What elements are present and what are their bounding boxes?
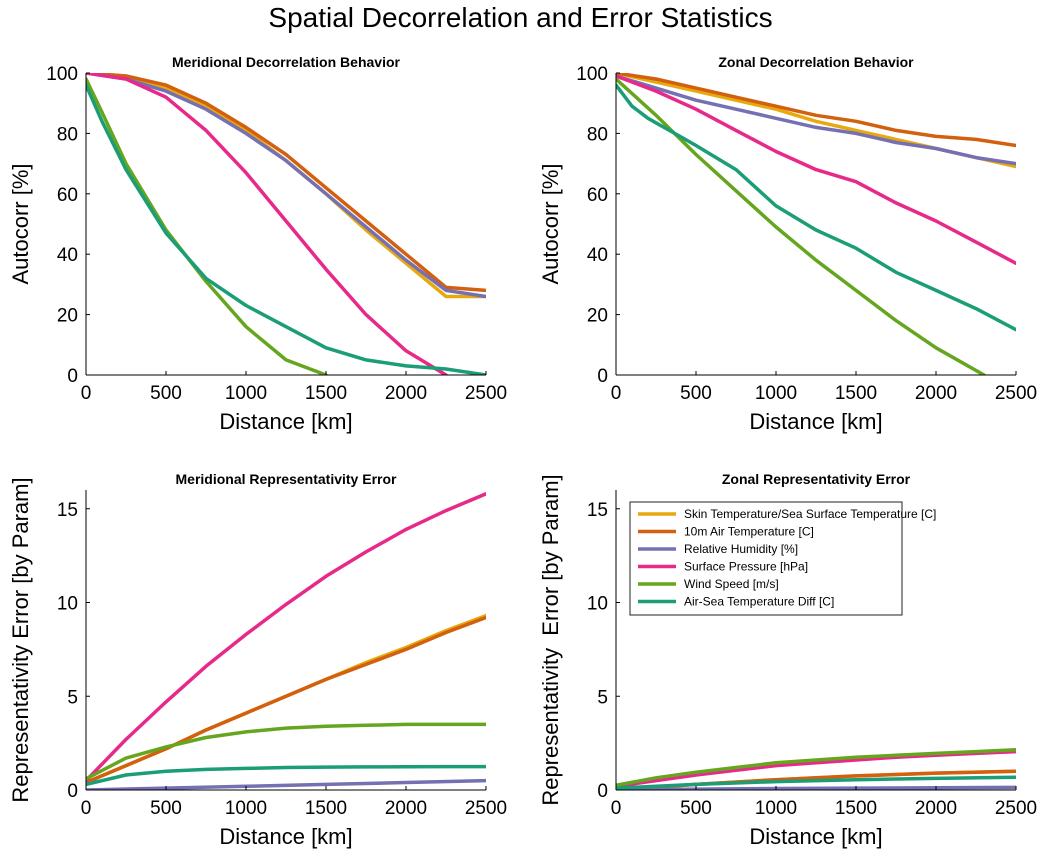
y-tick-label: 60 — [57, 185, 78, 206]
series-line-3 — [86, 778, 486, 790]
y-tick-label: 100 — [576, 64, 608, 85]
x-tick-label: 0 — [611, 383, 622, 404]
x-tick-label: 1000 — [225, 383, 267, 404]
chart-panel-1: 0 500 1000 1500 2000 2500 0 20 40 60 80 100 Meridion… — [8, 54, 507, 434]
y-tick-label: 5 — [597, 687, 608, 708]
x-axis-label: Distance [km] — [219, 824, 352, 849]
series-line-4 — [86, 492, 486, 783]
series-line-2 — [86, 73, 486, 293]
y-axis-label: Representativity Error [by Param] — [8, 477, 33, 802]
legend-entry: Skin Temperature/Sea Surface Temperature… — [684, 507, 936, 521]
y-tick-label: 10 — [57, 594, 78, 615]
y-tick-label: 0 — [597, 781, 608, 802]
y-tick-label: 80 — [587, 124, 608, 145]
series-line-4 — [616, 749, 1016, 789]
x-tick-label: 500 — [680, 798, 712, 819]
x-tick-label: 500 — [150, 383, 182, 404]
y-tick-label: 20 — [57, 306, 78, 327]
series-group — [616, 73, 1016, 375]
y-tick-label: 10 — [587, 594, 608, 615]
legend-entry: Surface Pressure [hPa] — [684, 560, 808, 574]
x-tick-label: 1500 — [305, 383, 347, 404]
series-group — [86, 492, 486, 790]
x-tick-label: 1000 — [755, 798, 797, 819]
y-axis-label: Representativity Error [by Param] — [538, 474, 563, 805]
x-tick-label: 2500 — [995, 798, 1037, 819]
series-line-6 — [616, 83, 1016, 332]
series-line-2 — [616, 73, 1016, 148]
chart-panel-4: 0 500 1000 1500 2000 2500 0 5 10 15 Zonal Represen… — [538, 471, 1037, 849]
y-tick-label: 0 — [67, 366, 78, 387]
x-axis-label: Distance [km] — [749, 409, 882, 434]
series-group — [86, 73, 486, 375]
y-tick-label: 60 — [587, 185, 608, 206]
x-tick-label: 2000 — [915, 383, 957, 404]
series-line-4 — [616, 74, 1016, 266]
series-line-5 — [616, 747, 1016, 788]
x-axis-label: Distance [km] — [749, 824, 882, 849]
y-tick-label: 40 — [57, 245, 78, 266]
x-tick-label: 2500 — [995, 383, 1037, 404]
series-line-2 — [86, 615, 486, 785]
x-tick-label: 1500 — [305, 798, 347, 819]
y-tick-label: 80 — [57, 124, 78, 145]
series-line-6 — [86, 83, 486, 375]
chart-panel-3: 0 500 1000 1500 2000 2500 0 5 10 15 Meridional Rep… — [8, 471, 507, 849]
x-tick-label: 2000 — [385, 383, 427, 404]
x-tick-label: 2000 — [915, 798, 957, 819]
x-tick-label: 0 — [611, 798, 622, 819]
x-tick-label: 1500 — [835, 383, 877, 404]
series-line-3 — [86, 73, 486, 299]
x-tick-label: 1000 — [225, 798, 267, 819]
series-line-4 — [86, 73, 448, 375]
panel-title: Meridional Decorrelation Behavior — [172, 54, 400, 70]
x-tick-label: 1000 — [755, 383, 797, 404]
x-tick-label: 0 — [81, 383, 92, 404]
legend-entry: Wind Speed [m/s] — [684, 577, 779, 591]
legend-entry: Relative Humidity [%] — [684, 542, 798, 556]
x-tick-label: 0 — [81, 798, 92, 819]
y-tick-label: 15 — [57, 500, 78, 521]
legend-box — [629, 501, 903, 616]
figure-title: Spatial Decorrelation and Error Statisti… — [268, 2, 773, 33]
y-tick-label: 0 — [67, 781, 78, 802]
panel-title: Zonal Decorrelation Behavior — [718, 54, 914, 70]
y-tick-label: 5 — [67, 687, 78, 708]
x-tick-label: 2500 — [465, 798, 507, 819]
y-tick-label: 0 — [597, 366, 608, 387]
series-line-3 — [616, 785, 1016, 790]
chart-panel-2: 0 500 1000 1500 2000 2500 0 20 40 60 80 100 Zonal De… — [538, 54, 1037, 434]
y-tick-label: 100 — [46, 64, 78, 85]
x-axis-label: Distance [km] — [219, 409, 352, 434]
panel-title: Meridional Representativity Error — [176, 471, 398, 487]
y-axis-label: Autocorr [%] — [538, 163, 563, 284]
x-tick-label: 2000 — [385, 798, 427, 819]
series-line-5 — [86, 722, 486, 781]
x-tick-label: 2500 — [465, 383, 507, 404]
y-tick-label: 20 — [587, 306, 608, 327]
legend: Skin Temperature/Sea Surface Temperature… — [629, 501, 936, 616]
legend-entry: 10m Air Temperature [C] — [684, 525, 814, 539]
x-tick-label: 500 — [680, 383, 712, 404]
series-line-6 — [86, 764, 486, 787]
series-line-3 — [616, 74, 1016, 166]
panel-title: Zonal Representativity Error — [722, 471, 911, 487]
series-line-6 — [616, 775, 1016, 790]
x-tick-label: 1500 — [835, 798, 877, 819]
y-tick-label: 40 — [587, 245, 608, 266]
y-tick-label: 15 — [587, 500, 608, 521]
legend-entry: Air-Sea Temperature Diff [C] — [684, 595, 834, 609]
series-group — [616, 747, 1016, 790]
x-tick-label: 500 — [150, 798, 182, 819]
series-line-1 — [86, 73, 486, 299]
y-axis-label: Autocorr [%] — [8, 163, 33, 284]
